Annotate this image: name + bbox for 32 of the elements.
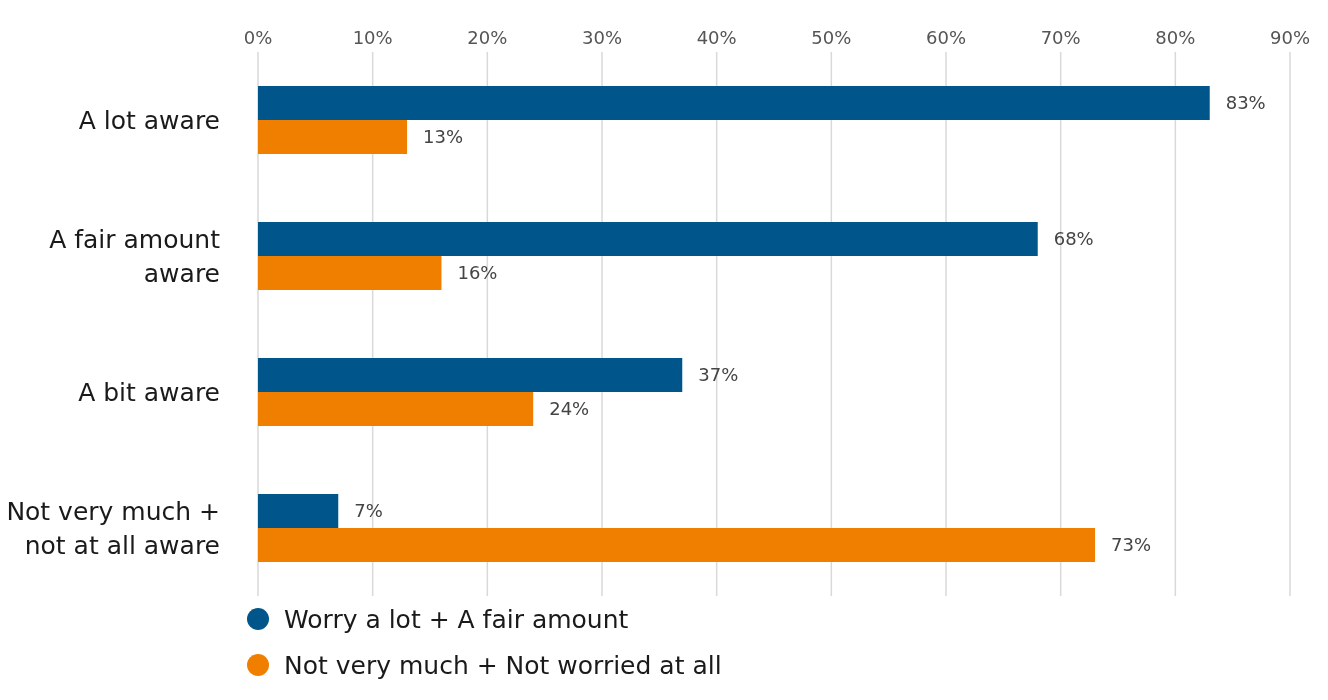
bar (258, 120, 408, 154)
x-tick-label: 30% (581, 27, 623, 48)
y-tick-label: A fair amount aware (49, 224, 221, 288)
y-tick-label: A lot aware (78, 105, 220, 135)
data-label: 16% (457, 262, 498, 284)
bar (258, 528, 1096, 562)
legend-label: Worry a lot + A fair amount (284, 604, 629, 634)
data-label: 37% (698, 364, 739, 386)
bar (258, 494, 339, 528)
data-label: 83% (1225, 92, 1266, 114)
x-tick-label: 10% (352, 27, 393, 48)
x-tick-label: 80% (1155, 27, 1196, 48)
data-label: 24% (549, 398, 590, 420)
bar (258, 392, 534, 426)
bar (258, 256, 442, 290)
y-tick-label: A bit aware (78, 377, 220, 407)
bar (258, 358, 683, 392)
data-label: 7% (354, 500, 383, 522)
data-label: 13% (423, 126, 464, 148)
x-tick-label: 50% (811, 27, 852, 48)
x-tick-label: 60% (925, 27, 967, 48)
x-tick-label: 40% (696, 27, 737, 48)
x-tick-label: 20% (467, 27, 508, 48)
x-tick-label: 70% (1040, 27, 1081, 48)
legend-label: Not very much + Not worried at all (284, 650, 722, 680)
data-label: 68% (1053, 228, 1094, 250)
data-label: 73% (1111, 534, 1152, 556)
x-tick-label: 90% (1269, 27, 1311, 48)
x-tick-label: 0% (243, 27, 273, 48)
bar (258, 86, 1210, 120)
y-tick-label: Not very much + not at all aware (6, 496, 220, 560)
bar (258, 222, 1038, 256)
